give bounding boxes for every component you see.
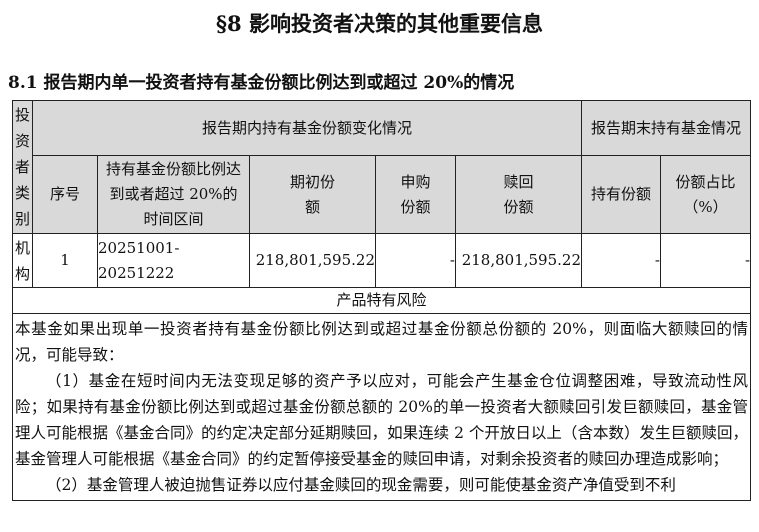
cell-interval: 20251001-20251222 (97, 233, 250, 288)
cell-investor-type: 机构 (12, 233, 33, 288)
section-title: §8 影响投资者决策的其他重要信息 (216, 11, 543, 36)
holder-table: 投资者类别 报告期内持有基金份额变化情况 报告期末持有基金情况 序号 持有基金份… (11, 100, 752, 501)
header-period-end: 报告期末持有基金情况 (580, 100, 752, 156)
header-investor-type: 投资者类别 (12, 100, 33, 234)
risk-paragraph: （2）基金管理人被迫抛售证券以应付基金赎回的现金需要，则可能使基金资产净值受到不… (46, 476, 676, 494)
header-opening: 期初份额 (249, 155, 376, 234)
risk-paragraph: 本基金如果出现单一投资者持有基金份额比例达到或超过基金份额总份额的 20%，则面… (15, 320, 749, 364)
header-seq: 序号 (32, 155, 98, 234)
cell-redeem: 218,801,595.22 (455, 233, 582, 288)
risk-text: 本基金如果出现单一投资者持有基金份额比例达到或超过基金份额总份额的 20%，则面… (11, 313, 752, 501)
header-interval: 持有基金份额比例达到或者超过 20%的时间区间 (97, 155, 250, 234)
cell-ratio: - (659, 233, 752, 288)
subsection-title: 8.1 报告期内单一投资者持有基金份额比例达到或超过 20%的情况 (8, 73, 515, 93)
header-period-change: 报告期内持有基金份额变化情况 (32, 100, 582, 156)
cell-opening: 218,801,595.22 (249, 233, 376, 288)
header-holding: 持有份额 (581, 155, 661, 234)
table-row: 机构 1 20251001-20251222 218,801,595.22 - … (12, 233, 752, 288)
cell-holding: - (581, 233, 661, 288)
cell-seq: 1 (32, 233, 98, 288)
risk-paragraph: （1）基金在短时间内无法变现足够的资产予以应对，可能会产生基金仓位调整困难，导致… (15, 372, 749, 468)
header-redeem: 赎回份额 (455, 155, 582, 234)
cell-subscribe: - (375, 233, 456, 288)
header-subscribe: 申购份额 (375, 155, 456, 234)
risk-title: 产品特有风险 (11, 287, 752, 314)
header-ratio: 份额占比（%） (659, 155, 752, 234)
